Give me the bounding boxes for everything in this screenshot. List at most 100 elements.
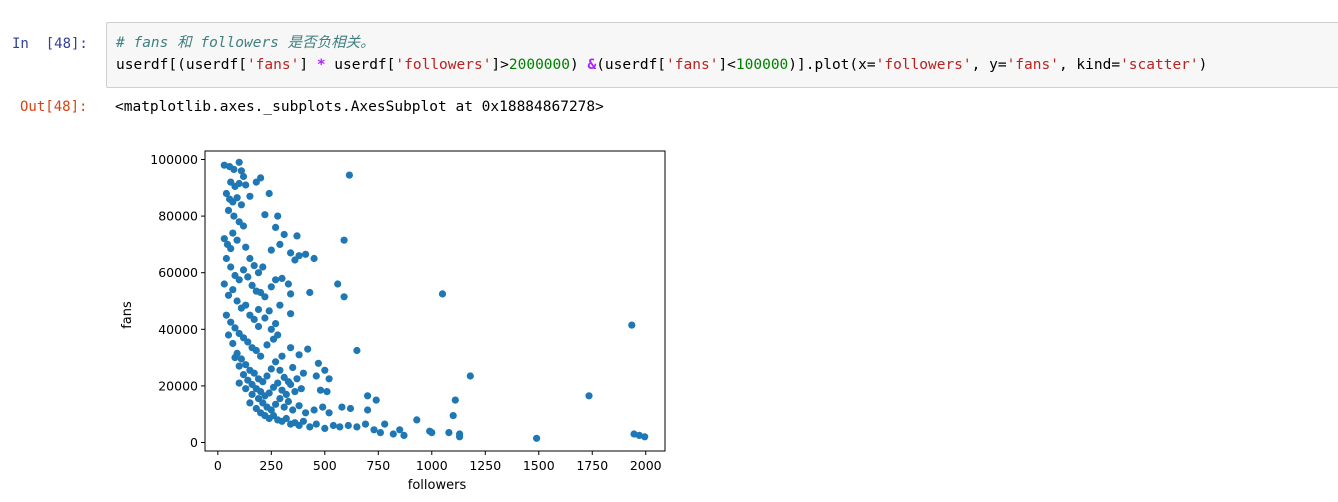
- scatter-point: [242, 385, 250, 393]
- scatter-point: [239, 172, 248, 181]
- scatter-point: [239, 371, 248, 379]
- scatter-point: [272, 400, 280, 408]
- y-axis-label: fans: [120, 301, 135, 329]
- scatter-point: [336, 423, 344, 431]
- scatter-point: [312, 420, 320, 428]
- scatter-point: [287, 290, 295, 298]
- scatter-point: [325, 409, 333, 417]
- scatter-point: [344, 421, 352, 430]
- scatter-point: [227, 318, 235, 326]
- scatter-point: [229, 229, 237, 237]
- scatter-point: [250, 262, 258, 270]
- scatter-point: [287, 249, 295, 257]
- scatter-point: [248, 390, 256, 398]
- code-token: 'fans': [666, 57, 719, 73]
- scatter-point: [293, 375, 301, 383]
- scatter-point: [413, 416, 421, 424]
- x-tick-label: 1750: [576, 458, 608, 473]
- scatter-point: [456, 433, 464, 441]
- scatter-point: [428, 429, 436, 437]
- scatter-point: [222, 311, 230, 319]
- scatter-point: [242, 243, 250, 251]
- scatter-point: [254, 305, 263, 314]
- scatter-point: [295, 402, 303, 410]
- y-tick-label: 80000: [158, 209, 198, 224]
- scatter-point: [244, 273, 252, 281]
- scatter-point: [244, 338, 252, 346]
- scatter-point: [263, 341, 271, 349]
- code-plot-line: userdf[(userdf['fans'] * userdf['followe…: [116, 54, 1207, 76]
- code-token: userdf[: [325, 57, 396, 73]
- x-tick-label: 500: [313, 458, 337, 473]
- scatter-point: [364, 406, 372, 414]
- code-token: 'fans': [1006, 57, 1059, 73]
- x-tick-label: 1250: [469, 458, 501, 473]
- scatter-point: [276, 366, 284, 374]
- scatter-point: [370, 426, 378, 434]
- scatter-point: [302, 250, 310, 258]
- scatter-point: [299, 369, 307, 377]
- scatter-point: [246, 254, 254, 263]
- y-tick-label: 0: [190, 435, 198, 450]
- scatter-point: [321, 366, 329, 374]
- scatter-point: [267, 365, 275, 373]
- x-tick-label: 250: [259, 458, 283, 473]
- scatter-point: [222, 254, 230, 263]
- scatter-point: [274, 331, 282, 339]
- scatter-point: [252, 346, 260, 355]
- scatter-point: [276, 301, 284, 309]
- scatter-point: [376, 429, 384, 437]
- scatter-point: [289, 406, 297, 414]
- scatter-point: [280, 403, 288, 411]
- scatter-point: [312, 372, 320, 380]
- scatter-point: [297, 385, 305, 393]
- scatter-point: [340, 236, 348, 244]
- code-token: 'followers': [875, 57, 972, 73]
- scatter-point: [451, 396, 459, 404]
- scatter-point: [230, 165, 238, 173]
- scatter-point: [321, 424, 329, 432]
- scatter-point: [345, 171, 353, 179]
- x-tick-label: 1000: [416, 458, 448, 473]
- scatter-point: [272, 223, 280, 231]
- scatter-point: [381, 420, 389, 428]
- scatter-point: [261, 314, 269, 322]
- scatter-point: [220, 280, 228, 288]
- code-token: ]: [299, 57, 317, 73]
- x-tick-label: 1500: [523, 458, 555, 473]
- code-token: 100000: [735, 57, 789, 73]
- x-axis-label: followers: [408, 478, 467, 493]
- scatter-point: [272, 276, 280, 284]
- scatter-point: [259, 378, 267, 386]
- scatter-point: [257, 352, 265, 360]
- scatter-point: [265, 307, 273, 315]
- axes-frame: [204, 150, 666, 452]
- y-tick-label: 60000: [158, 265, 198, 280]
- scatter-point: [235, 179, 243, 188]
- scatter-point: [235, 362, 243, 370]
- scatter-point: [254, 269, 263, 277]
- scatter-point: [287, 380, 295, 389]
- scatter-point: [267, 246, 275, 254]
- scatter-point: [267, 406, 275, 414]
- code-token: 'scatter': [1120, 57, 1199, 73]
- scatter-point: [250, 369, 258, 377]
- code-token: 'fans': [246, 57, 300, 73]
- y-tick-label: 40000: [158, 322, 198, 337]
- scatter-point: [280, 230, 288, 239]
- scatter-point: [310, 406, 318, 414]
- scatter-point: [295, 252, 303, 260]
- scatter-point: [227, 245, 235, 253]
- scatter-point: [233, 194, 241, 202]
- code-input-area[interactable]: # fans 和 followers 是否负相关。 userdf[(userdf…: [106, 22, 1338, 88]
- scatter-point: [259, 263, 267, 271]
- code-comment-line: # fans 和 followers 是否负相关。: [116, 35, 375, 51]
- scatter-point: [231, 324, 239, 332]
- scatter-point: [533, 434, 541, 442]
- scatter-point: [449, 412, 457, 420]
- scatter-point: [220, 235, 228, 243]
- scatter-point: [248, 281, 256, 289]
- scatter-point: [231, 354, 239, 362]
- code-token: 2000000: [508, 57, 570, 73]
- scatter-point: [224, 331, 233, 339]
